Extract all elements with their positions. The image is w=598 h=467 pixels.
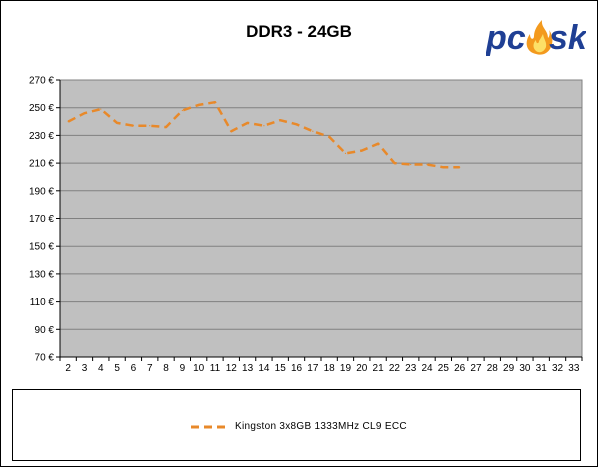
data-point [295,123,298,125]
data-point [312,130,314,132]
y-tick-label: 190 € [29,186,54,197]
x-tick-label: 28 [487,363,499,374]
data-point [377,143,379,145]
legend-swatch [191,425,227,428]
y-tick-label: 170 € [29,214,54,225]
x-tick-label: 19 [340,363,352,374]
y-tick-label: 70 € [35,353,55,364]
x-tick-label: 7 [147,363,153,374]
y-tick-label: 210 € [29,159,54,170]
data-point [67,120,69,123]
data-point [100,108,102,110]
y-tick-label: 230 € [29,131,54,142]
data-point [246,122,249,124]
x-tick-label: 6 [131,363,137,374]
x-tick-label: 26 [454,363,466,374]
data-point [198,104,200,106]
chart-svg: 70 €90 €110 €130 €150 €170 €190 €210 €23… [29,76,583,374]
y-axis: 70 € 90 € 110 € 130 € 150 € 170 € 190 € 210 € 23… [29,76,60,364]
x-tick-label: 8 [163,363,169,374]
flame-icon [526,20,553,55]
x-tick-label: 9 [180,363,186,374]
legend: Kingston 3x8GB 1333MHz CL9 ECC [12,389,581,461]
data-point [263,125,265,127]
data-point [214,101,216,103]
x-axis: 2 3 4 5 6 7 8 9 10 11 12 13 14 15 16 17 18 19 20 21 22 23 24 25… [59,80,583,374]
x-tick-label: 10 [193,363,205,374]
data-point [328,136,330,138]
data-point [344,152,347,155]
data-point [459,166,461,168]
x-tick-label: 27 [470,363,482,374]
x-tick-label: 14 [258,363,270,374]
x-tick-label: 16 [291,363,303,374]
pcosk-logo: pc sk [486,19,586,57]
x-tick-label: 32 [552,363,564,374]
data-point [116,122,118,124]
legend-entry: Kingston 3x8GB 1333MHz CL9 ECC [189,421,407,432]
logo-text-right: sk [549,19,586,57]
data-point [361,150,363,152]
series-layer [67,100,461,169]
x-tick-label: 20 [356,363,368,374]
x-tick-label: 25 [438,363,450,374]
legend-label: Kingston 3x8GB 1333MHz CL9 ECC [235,421,407,432]
x-tick-label: 30 [519,363,531,374]
x-tick-label: 22 [389,363,401,374]
data-point [181,109,183,112]
x-tick-label: 17 [307,363,319,374]
x-tick-label: 15 [275,363,287,374]
data-point [165,126,167,128]
y-tick-label: 150 € [29,242,54,253]
x-tick-label: 31 [536,363,548,374]
x-tick-label: 5 [114,363,120,374]
x-tick-label: 11 [210,363,221,374]
y-tick-label: 270 € [29,76,54,87]
x-tick-label: 23 [405,363,417,374]
data-point [83,112,86,114]
data-point [132,125,135,127]
x-tick-label: 33 [568,363,580,374]
x-tick-label: 4 [98,363,104,374]
x-tick-label: 2 [65,363,71,374]
data-point [393,162,396,164]
x-tick-label: 21 [373,363,385,374]
x-tick-label: 24 [421,363,433,374]
x-tick-label: 13 [242,363,254,374]
y-tick-label: 90 € [35,325,55,336]
data-point [442,166,444,168]
x-tick-label: 18 [324,363,336,374]
data-point [410,163,412,166]
data-point [149,125,151,127]
x-tick-label: 12 [226,363,238,374]
x-tick-label: 3 [82,363,88,374]
x-tick-label: 29 [503,363,515,374]
grid-lines [60,107,582,330]
y-tick-label: 130 € [29,269,54,280]
logo-text-left: pc [486,19,526,57]
data-point [279,119,281,121]
data-point [230,130,232,132]
y-tick-label: 110 € [30,297,55,308]
data-point [426,163,428,166]
chart-title: DDR3 - 24GB [246,22,352,41]
y-tick-label: 250 € [29,103,54,114]
